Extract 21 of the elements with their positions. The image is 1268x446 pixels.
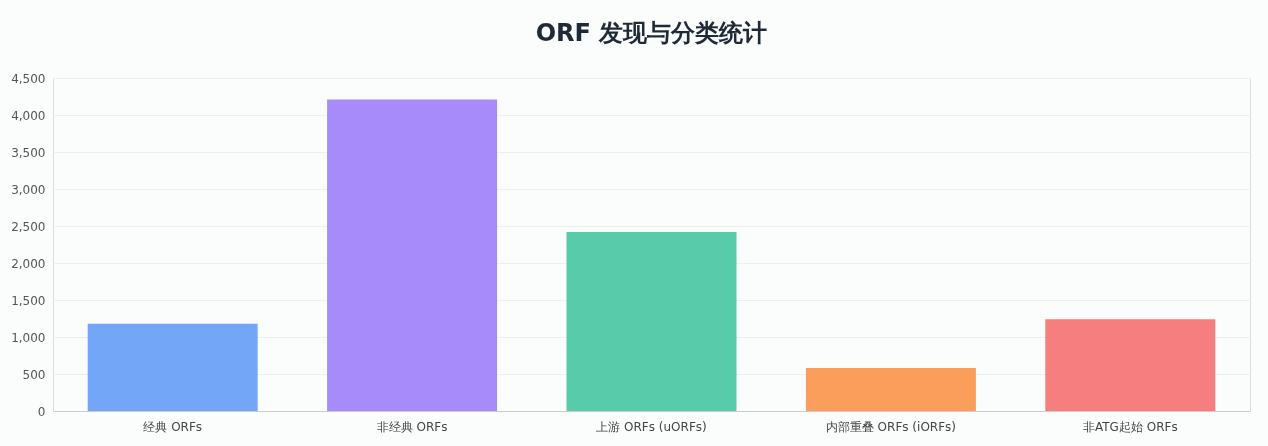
x-tick-label: 非ATG起始 ORFs (1082, 419, 1178, 434)
y-tick-label: 1,500 (11, 293, 46, 308)
y-tick-label: 4,000 (11, 108, 46, 123)
y-tick-label: 2,500 (11, 219, 46, 234)
bar (327, 99, 498, 411)
x-tick-label: 经典 ORFs (143, 419, 203, 434)
bar (1045, 319, 1216, 411)
y-tick-label: 4,500 (11, 71, 46, 86)
bar (805, 368, 976, 411)
y-tick-label: 0 (37, 404, 46, 419)
y-tick-label: 3,500 (11, 145, 46, 160)
chart-title: ORF 发现与分类统计 (535, 19, 768, 47)
y-tick-label: 3,000 (11, 182, 46, 197)
x-tick-label: 内部重叠 ORFs (iORFs) (825, 419, 956, 434)
y-tick-label: 1,000 (11, 330, 46, 345)
bar (87, 323, 258, 411)
y-tick-label: 2,000 (11, 256, 46, 271)
x-tick-label: 上游 ORFs (uORFs) (596, 419, 707, 434)
y-tick-label: 500 (22, 367, 46, 382)
bar (566, 231, 737, 411)
x-tick-label: 非经典 ORFs (376, 419, 448, 434)
